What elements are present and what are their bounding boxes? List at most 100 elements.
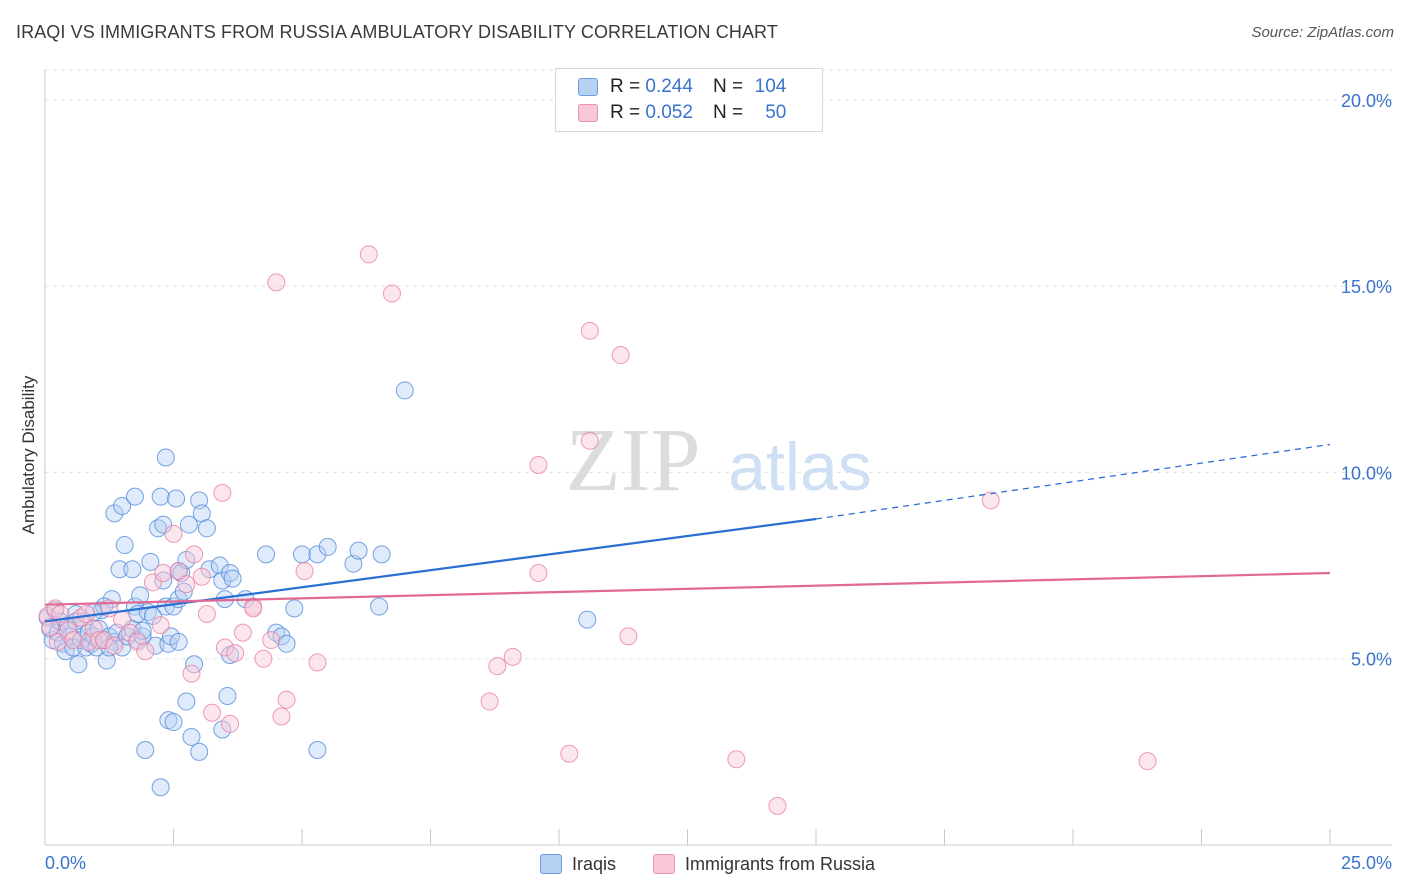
gridlines <box>45 69 1392 660</box>
iraqis-point <box>285 599 304 618</box>
iraqis-point <box>223 569 242 588</box>
russia-point <box>151 616 170 635</box>
russia-point <box>77 604 96 623</box>
russia-point <box>619 627 638 646</box>
russia-point <box>128 632 147 651</box>
iraqis-point <box>177 692 196 711</box>
russia-point <box>203 703 222 722</box>
data-points <box>38 245 1157 815</box>
iraqis-point <box>190 742 209 761</box>
russia-point <box>529 455 548 474</box>
iraqis-legend-swatch <box>540 854 562 874</box>
iraqis-point <box>218 686 237 705</box>
n-label: N = <box>712 76 744 97</box>
iraqis-point <box>277 634 296 653</box>
iraqis-point <box>151 778 170 797</box>
russia-point <box>580 321 599 340</box>
stats-row-iraqis: R = 0.244 N = 104 <box>578 75 786 99</box>
legend-russia[interactable]: Immigrants from Russia <box>653 852 875 876</box>
russia-point <box>611 346 630 365</box>
russia-point <box>1138 752 1157 771</box>
russia-point <box>267 273 286 292</box>
iraqis-point <box>257 545 276 564</box>
iraqis-point <box>110 560 129 579</box>
russia-point <box>182 664 201 683</box>
iraqis-point <box>105 504 124 523</box>
legend-label: Iraqis <box>572 853 617 874</box>
iraqis-point <box>210 556 229 575</box>
iraqis-point <box>197 519 216 538</box>
iraqis-point <box>167 489 186 508</box>
stats-legend: R = 0.244 N = 104 R = 0.052 N = 50 <box>555 68 823 132</box>
iraqis-point <box>141 552 160 571</box>
russia-trend-line <box>44 571 1331 606</box>
russia-swatch <box>578 104 598 122</box>
russia-point <box>105 636 124 655</box>
russia-point <box>480 692 499 711</box>
iraqis-point <box>349 541 368 560</box>
russia-point <box>580 431 599 450</box>
tick-labels: 5.0% 10.0% 15.0% 20.0% 0.0% 25.0% <box>45 91 1392 873</box>
iraqis-point <box>136 740 155 759</box>
r-value: 0.244 <box>645 76 693 97</box>
iraqis-point <box>164 713 183 732</box>
watermark: ZIP atlas <box>566 411 872 510</box>
iraqis-point <box>174 582 193 601</box>
iraqis-point <box>154 515 173 534</box>
iraqis-point <box>200 560 219 579</box>
russia-point <box>359 245 378 264</box>
russia-point <box>254 649 273 668</box>
russia-point <box>213 483 232 502</box>
russia-point <box>48 632 67 651</box>
russia-point <box>215 638 234 657</box>
chart-source: Source: ZipAtlas.com <box>1251 24 1394 41</box>
legend-label: Immigrants from Russia <box>685 853 876 874</box>
iraqis-swatch <box>578 78 598 96</box>
iraqis-point <box>115 536 134 555</box>
russia-point <box>154 564 173 583</box>
x-tick-label: 0.0% <box>45 853 86 873</box>
russia-point <box>768 796 787 815</box>
legend-iraqis[interactable]: Iraqis <box>540 852 616 876</box>
russia-point <box>233 623 252 642</box>
r-label: R = <box>610 102 641 123</box>
russia-point <box>59 621 78 640</box>
iraqis-point <box>372 545 391 564</box>
russia-point <box>727 750 746 769</box>
y-tick-label: 10.0% <box>1341 463 1392 483</box>
russia-point <box>192 567 211 586</box>
iraqis-point <box>395 381 414 400</box>
russia-point <box>244 599 263 618</box>
russia-point <box>185 545 204 564</box>
iraqis-point <box>318 537 337 556</box>
russia-point <box>221 714 240 733</box>
russia-point <box>177 575 196 594</box>
iraqis-point <box>69 655 88 674</box>
r-value: 0.052 <box>645 102 693 123</box>
iraqis-trend-line <box>44 517 817 623</box>
russia-point <box>64 631 83 650</box>
russia-point <box>295 562 314 581</box>
russia-point <box>277 690 296 709</box>
russia-point <box>262 631 281 650</box>
stats-row-russia: R = 0.052 N = 50 <box>578 101 786 125</box>
russia-point <box>143 573 162 592</box>
russia-point <box>84 619 103 638</box>
russia-point <box>488 657 507 676</box>
iraqis-point <box>125 487 144 506</box>
russia-point <box>560 744 579 763</box>
iraqis-point <box>578 610 597 629</box>
watermark-atlas: atlas <box>728 429 872 505</box>
watermark-zip: ZIP <box>566 411 701 510</box>
n-value: 50 <box>765 102 787 123</box>
iraqis-point <box>308 545 327 564</box>
russia-point <box>164 524 183 543</box>
russia-point <box>981 491 1000 510</box>
iraqis-point <box>151 487 170 506</box>
trend-lines <box>44 443 1331 623</box>
russia-point <box>308 653 327 672</box>
y-tick-label: 20.0% <box>1341 91 1392 111</box>
axes <box>44 70 1392 846</box>
russia-point <box>529 564 548 583</box>
